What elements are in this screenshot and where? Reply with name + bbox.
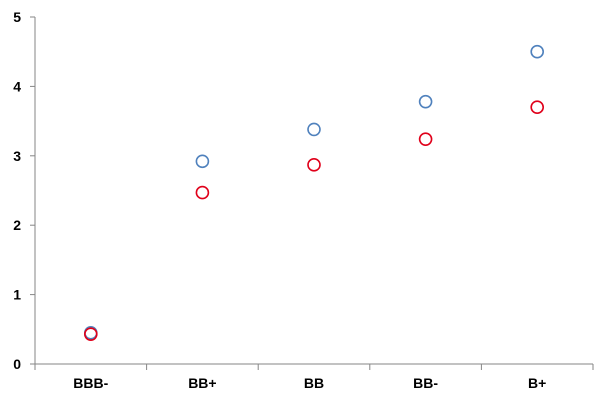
- y-tick-label: 3: [13, 148, 21, 164]
- x-tick-label: BB-: [413, 375, 438, 391]
- y-tick-label: 1: [13, 287, 21, 303]
- y-tick-label: 0: [13, 356, 21, 372]
- data-point-series-2: [307, 158, 321, 172]
- x-tick-label: BB+: [188, 375, 216, 391]
- y-tick-label: 2: [13, 217, 21, 233]
- x-tick-label: BBB-: [73, 375, 108, 391]
- data-point-series-1: [307, 122, 321, 137]
- data-point-series-1: [530, 44, 545, 59]
- x-tick-label: B+: [528, 375, 546, 391]
- x-tick-label: BB: [304, 375, 324, 391]
- data-point-series-1: [418, 94, 433, 109]
- data-point-series-1: [195, 154, 210, 169]
- data-point-series-2: [530, 100, 545, 115]
- y-tick-label: 4: [13, 78, 21, 94]
- data-point-series-2: [195, 185, 210, 200]
- data-point-series-2: [418, 132, 433, 146]
- data-points: [84, 44, 545, 341]
- y-tick-label: 5: [13, 9, 21, 25]
- data-point-series-2: [84, 327, 98, 341]
- axes: 0 1 2 3 4 5 BBB- BB+ BB BB- B+: [13, 9, 594, 391]
